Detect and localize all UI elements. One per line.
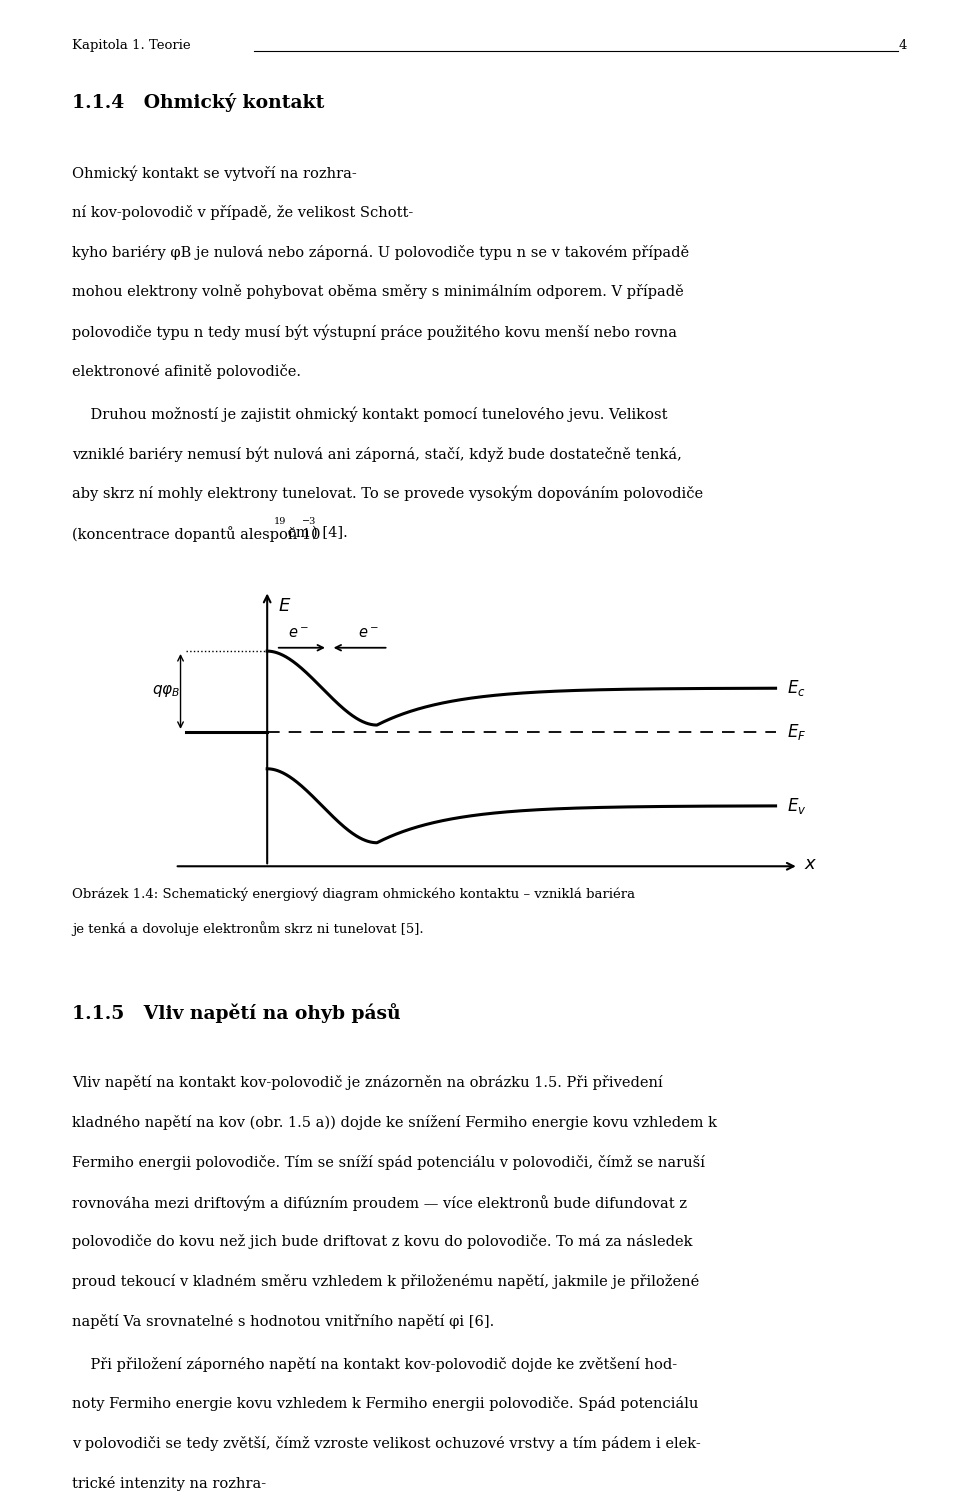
Text: −3: −3 [302,516,317,525]
Text: 19: 19 [274,516,286,525]
Text: polovodiče do kovu než jich bude driftovat z kovu do polovodiče. To má za násled: polovodiče do kovu než jich bude driftov… [72,1234,692,1250]
Text: kladného napětí na kov (obr. 1.5 a)) dojde ke snížení Fermiho energie kovu vzhle: kladného napětí na kov (obr. 1.5 a)) doj… [72,1114,717,1130]
Text: 4: 4 [899,39,907,53]
Text: proud tekoucí v kladném směru vzhledem k přiloženému napětí, jakmile je přiložen: proud tekoucí v kladném směru vzhledem k… [72,1274,699,1288]
Text: 1.1.4   Ohmický kontakt: 1.1.4 Ohmický kontakt [72,93,324,112]
Text: $q\varphi_B$: $q\varphi_B$ [152,684,180,699]
Text: Vliv napětí na kontakt kov-polovodič je znázorněn na obrázku 1.5. Při přivedení: Vliv napětí na kontakt kov-polovodič je … [72,1076,662,1090]
Text: $E_F$: $E_F$ [787,722,806,742]
Text: ) [4].: ) [4]. [312,525,348,540]
Text: (koncentrace dopantů alespoň 10: (koncentrace dopantů alespoň 10 [72,525,321,542]
Text: Ohmický kontakt se vytvoří na rozhra-: Ohmický kontakt se vytvoří na rozhra- [72,165,357,180]
Text: Kapitola 1. Teorie: Kapitola 1. Teorie [72,39,191,53]
Text: $E_c$: $E_c$ [787,678,805,698]
Text: Druhou možností je zajistit ohmický kontakt pomocí tunelového jevu. Velikost: Druhou možností je zajistit ohmický kont… [72,406,667,422]
Text: 1.1.5   Vliv napětí na ohyb pásů: 1.1.5 Vliv napětí na ohyb pásů [72,1004,400,1023]
Text: elektronové afinitě polovodiče.: elektronové afinitě polovodiče. [72,364,301,380]
Text: napětí Va srovnatelné s hodnotou vnitřního napětí φi [6].: napětí Va srovnatelné s hodnotou vnitřní… [72,1314,494,1329]
Text: aby skrz ní mohly elektrony tunelovat. To se provede vysokým dopováním polovodič: aby skrz ní mohly elektrony tunelovat. T… [72,486,703,501]
Text: $e^-$: $e^-$ [288,627,309,640]
Text: trické intenzity na rozhra-: trické intenzity na rozhra- [72,1476,266,1491]
Text: Při přiložení záporného napětí na kontakt kov-polovodič dojde ke zvětšení hod-: Při přiložení záporného napětí na kontak… [72,1356,677,1371]
Text: kyho bariéry φB je nulová nebo záporná. U polovodiče typu n se v takovém případě: kyho bariéry φB je nulová nebo záporná. … [72,244,689,260]
Text: rovnováha mezi driftovým a difúzním proudem — více elektronů bude difundovat z: rovnováha mezi driftovým a difúzním prou… [72,1194,687,1210]
Text: polovodiče typu n tedy musí být výstupní práce použitého kovu menší nebo rovna: polovodiče typu n tedy musí být výstupní… [72,324,677,339]
Text: Fermiho energii polovodiče. Tím se sníží spád potenciálu v polovodiči, čímž se n: Fermiho energii polovodiče. Tím se sníží… [72,1155,705,1170]
Text: v polovodiči se tedy zvětší, čímž vzroste velikost ochuzové vrstvy a tím pádem i: v polovodiči se tedy zvětší, čímž vzrost… [72,1436,701,1450]
Text: mohou elektrony volně pohybovat oběma směry s minimálním odporem. V případě: mohou elektrony volně pohybovat oběma sm… [72,285,684,300]
Text: Obrázek 1.4: Schematický energiový diagram ohmického kontaktu – vzniklá bariéra: Obrázek 1.4: Schematický energiový diagr… [72,888,636,902]
Text: ní kov-polovodič v případě, že velikost Schott-: ní kov-polovodič v případě, že velikost … [72,206,413,220]
Text: $E_v$: $E_v$ [787,796,806,816]
Text: cm: cm [283,525,309,540]
Text: $x$: $x$ [804,855,818,873]
Text: je tenká a dovoluje elektronům skrz ni tunelovat [5].: je tenká a dovoluje elektronům skrz ni t… [72,921,423,936]
Text: vzniklé bariéry nemusí být nulová ani záporná, stačí, když bude dostatečně tenká: vzniklé bariéry nemusí být nulová ani zá… [72,446,682,462]
Text: $e^-$: $e^-$ [358,627,379,640]
Text: $E$: $E$ [277,597,291,615]
Text: noty Fermiho energie kovu vzhledem k Fermiho energii polovodiče. Spád potenciálu: noty Fermiho energie kovu vzhledem k Fer… [72,1396,698,1411]
